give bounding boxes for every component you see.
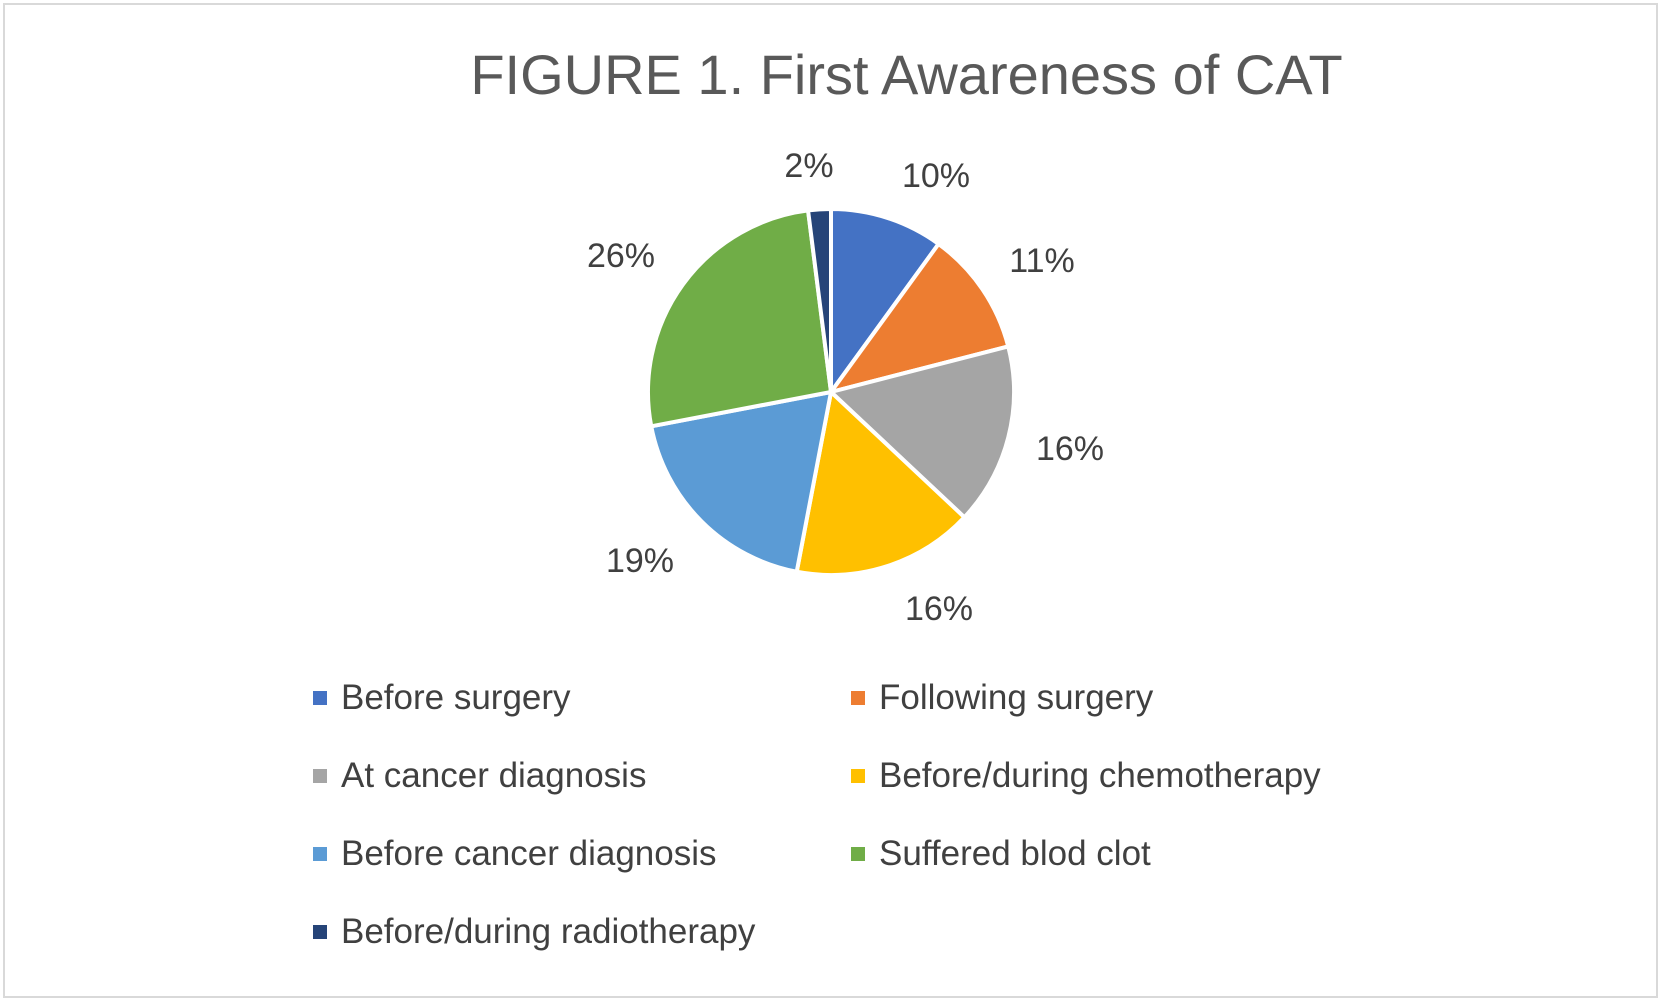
pie-slice-3 — [829, 344, 1016, 520]
data-label-3: 16% — [1036, 430, 1104, 468]
pie-slice-6 — [646, 208, 833, 429]
legend-swatch — [313, 847, 327, 861]
legend-label: Following surgery — [879, 678, 1154, 717]
legend-label: Before surgery — [341, 678, 571, 717]
pie-slice-5 — [649, 390, 833, 574]
legend-item-3: At cancer diagnosis — [313, 756, 646, 796]
legend-swatch — [313, 925, 327, 939]
pie-slice-2 — [829, 241, 1011, 394]
legend-item-6: Suffered blod clot — [851, 834, 1151, 874]
data-label-4: 16% — [905, 590, 973, 628]
legend-swatch — [313, 691, 327, 705]
legend-label: Before/during radiotherapy — [341, 912, 756, 951]
pie-slice-1 — [829, 207, 941, 394]
pie-slice-7 — [806, 207, 833, 394]
legend-item-2: Following surgery — [851, 678, 1153, 718]
data-label-1: 10% — [902, 157, 970, 195]
pie-slice-4 — [794, 390, 967, 577]
legend-item-7: Before/during radiotherapy — [313, 912, 755, 952]
legend-item-5: Before cancer diagnosis — [313, 834, 717, 874]
legend-swatch — [851, 691, 865, 705]
legend-swatch — [851, 847, 865, 861]
chart-title: FIGURE 1. First Awareness of CAT — [470, 43, 1343, 106]
legend-swatch — [313, 769, 327, 783]
legend-label: Suffered blod clot — [879, 834, 1151, 873]
data-label-7: 2% — [784, 147, 833, 185]
data-label-5: 19% — [606, 542, 674, 580]
legend-label: At cancer diagnosis — [341, 756, 647, 795]
data-label-6: 26% — [587, 237, 655, 275]
legend-label: Before/during chemotherapy — [879, 756, 1321, 795]
legend-item-4: Before/during chemotherapy — [851, 756, 1321, 796]
legend-item-1: Before surgery — [313, 678, 571, 718]
data-label-2: 11% — [1009, 242, 1075, 280]
legend-swatch — [851, 769, 865, 783]
legend-label: Before cancer diagnosis — [341, 834, 717, 873]
